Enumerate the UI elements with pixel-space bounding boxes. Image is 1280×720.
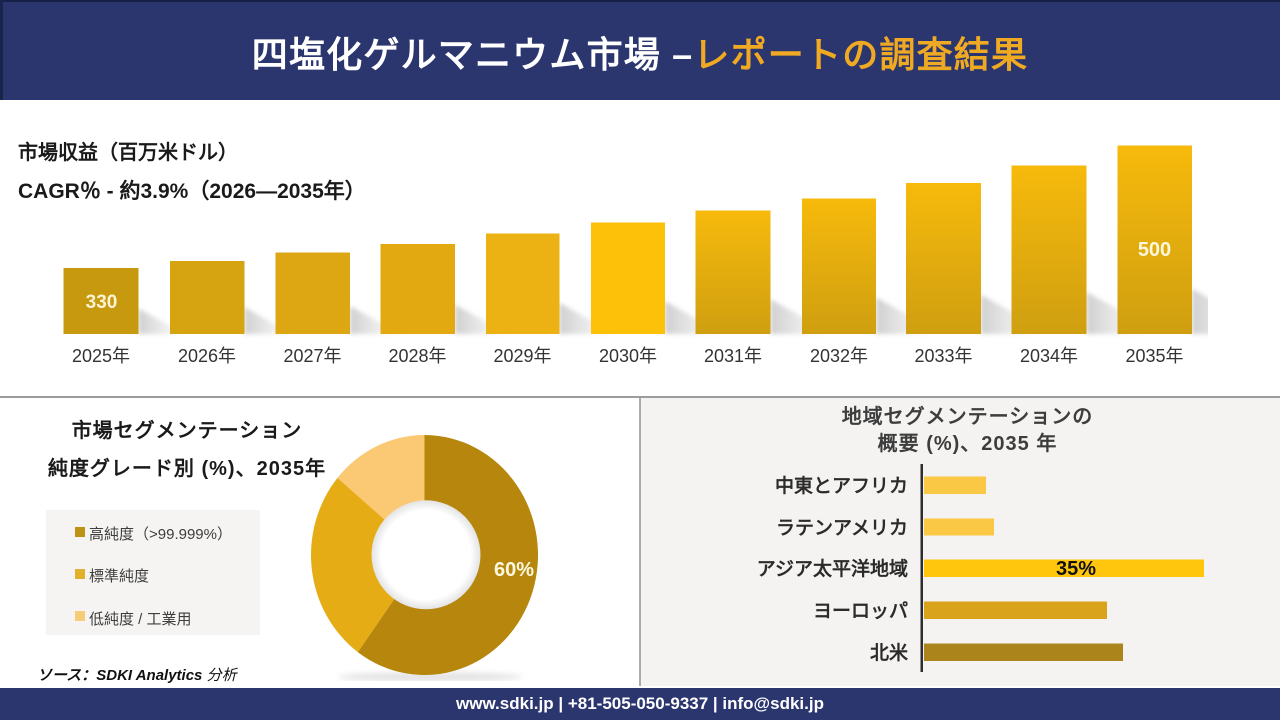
svg-text:2031年: 2031年 — [704, 346, 762, 366]
svg-text:中東とアフリカ: 中東とアフリカ — [775, 474, 908, 497]
svg-text:2029年: 2029年 — [493, 346, 551, 366]
svg-text:2033年: 2033年 — [914, 346, 972, 366]
svg-text:アジア太平洋地域: アジア太平洋地域 — [757, 557, 908, 580]
svg-text:2030年: 2030年 — [599, 346, 657, 366]
svg-text:2028年: 2028年 — [388, 346, 446, 366]
svg-text:2035年: 2035年 — [1125, 346, 1183, 366]
svg-text:北米: 北米 — [870, 641, 909, 664]
svg-text:2032年: 2032年 — [810, 346, 868, 366]
svg-text:500: 500 — [1138, 239, 1171, 261]
svg-text:2034年: 2034年 — [1020, 346, 1078, 366]
svg-text:2026年: 2026年 — [178, 346, 236, 366]
svg-text:2027年: 2027年 — [283, 346, 341, 366]
svg-text:2025年: 2025年 — [72, 346, 130, 366]
svg-text:ラテンアメリカ: ラテンアメリカ — [776, 517, 908, 539]
svg-text:ヨーロッパ: ヨーロッパ — [813, 600, 908, 622]
svg-text:35%: 35% — [1056, 558, 1096, 580]
svg-text:330: 330 — [86, 292, 118, 313]
svg-text:60%: 60% — [494, 559, 534, 581]
